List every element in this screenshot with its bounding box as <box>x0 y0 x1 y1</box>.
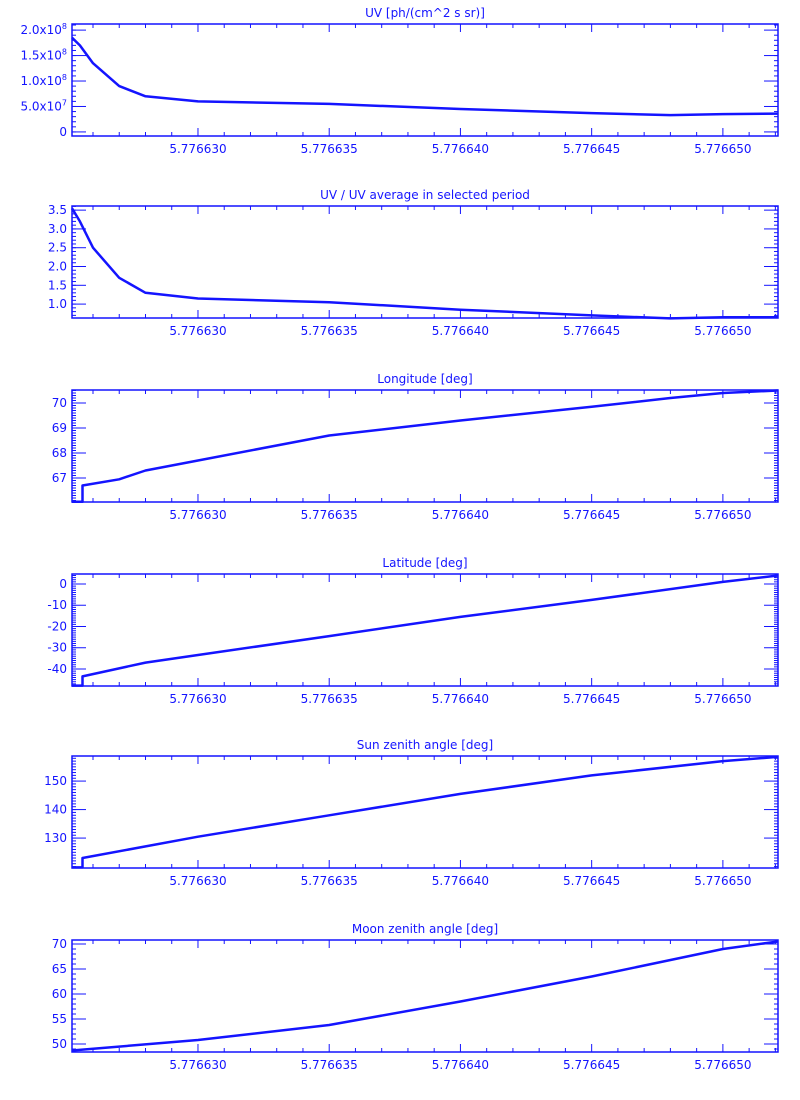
series-line <box>71 940 779 1052</box>
x-tick-label: 5.776650 <box>694 874 751 888</box>
panel-6: Moon zenith angle [deg] 5.776630 5.776635 5… <box>52 922 779 1072</box>
y-tick-label: 2.0 <box>48 260 67 274</box>
x-tick-label: 5.776640 <box>432 692 489 706</box>
y-tick-label: 1.0 <box>48 297 67 311</box>
y-tick-label: 60 <box>52 987 67 1001</box>
y-tick-label: 68 <box>52 446 67 460</box>
y-tick-label: -20 <box>47 619 67 633</box>
x-tick-label: 5.776640 <box>432 874 489 888</box>
x-tick-label: 5.776635 <box>301 692 358 706</box>
y-tick-label: 50 <box>52 1037 67 1051</box>
y-tick-label: 2.5 <box>48 241 67 255</box>
y-tick-exponent: 8 <box>62 48 67 57</box>
panel-title: Latitude [deg] <box>382 556 467 570</box>
x-tick-label: 5.776650 <box>694 142 751 156</box>
y-tick-label: 65 <box>52 962 67 976</box>
y-tick-label: 55 <box>52 1012 67 1026</box>
panel-title: UV [ph/(cm^2 s sr)] <box>365 6 485 20</box>
y-tick-label: 1.5 <box>48 278 67 292</box>
x-tick-label: 5.776635 <box>301 324 358 338</box>
plot-frame <box>71 573 779 687</box>
x-tick-label: 5.776630 <box>169 874 226 888</box>
y-tick-label: 0 <box>59 577 67 591</box>
x-tick-label: 5.776650 <box>694 508 751 522</box>
panel-title: Longitude [deg] <box>377 372 472 386</box>
x-tick-label: 5.776630 <box>169 508 226 522</box>
x-tick-label: 5.776645 <box>563 142 620 156</box>
y-tick-label: 3.5 <box>48 203 67 217</box>
y-tick-label: 2.0x108 <box>20 22 67 37</box>
x-tick-label: 5.776630 <box>169 142 226 156</box>
x-tick-label: 5.776645 <box>563 508 620 522</box>
x-tick-label: 5.776650 <box>694 324 751 338</box>
x-tick-label: 5.776635 <box>301 142 358 156</box>
series-line <box>72 755 779 869</box>
panel-title: Moon zenith angle [deg] <box>352 922 498 936</box>
plot-frame <box>71 205 779 319</box>
series-line <box>72 389 779 504</box>
x-tick-label: 5.776640 <box>432 1058 489 1072</box>
x-tick-label: 5.776635 <box>301 874 358 888</box>
x-tick-label: 5.776650 <box>694 692 751 706</box>
y-tick-label: 69 <box>52 421 67 435</box>
panel-title: UV / UV average in selected period <box>320 188 530 202</box>
panel-5: Sun zenith angle [deg] 5.776630 5.776635 5.… <box>44 738 779 888</box>
y-tick-label: 5.0x107 <box>20 98 67 113</box>
x-tick-label: 5.776645 <box>563 1058 620 1072</box>
panel-4: Latitude [deg] 5.776630 5.776635 5.776640 5.… <box>47 556 779 706</box>
y-tick-label: 70 <box>52 937 67 951</box>
series-line <box>70 207 778 320</box>
panel-3: Longitude [deg] 5.776630 5.776635 5.776640 5… <box>52 372 779 522</box>
x-tick-label: 5.776645 <box>563 324 620 338</box>
panel-title: Sun zenith angle [deg] <box>357 738 493 752</box>
x-tick-label: 5.776630 <box>169 1058 226 1072</box>
y-tick-exponent: 7 <box>62 98 67 107</box>
y-tick-label: 150 <box>44 774 67 788</box>
y-tick-label: 130 <box>44 831 67 845</box>
x-tick-label: 5.776650 <box>694 1058 751 1072</box>
y-tick-label: 1.5x108 <box>20 48 67 63</box>
y-tick-label: -10 <box>47 598 67 612</box>
x-tick-label: 5.776635 <box>301 1058 358 1072</box>
plot-frame <box>71 939 779 1053</box>
y-tick-label: 1.0x108 <box>20 73 67 88</box>
y-tick-label: 140 <box>44 803 67 817</box>
panel-1: UV [ph/(cm^2 s sr)] 5.776630 5.776635 5.776… <box>20 6 779 156</box>
y-tick-label: -40 <box>47 662 67 676</box>
y-tick-label: -30 <box>47 641 67 655</box>
x-tick-label: 5.776635 <box>301 508 358 522</box>
x-tick-label: 5.776645 <box>563 692 620 706</box>
series-line <box>71 36 779 117</box>
y-tick-label: 70 <box>52 396 67 410</box>
x-tick-label: 5.776630 <box>169 692 226 706</box>
y-tick-label: 0 <box>59 125 67 139</box>
series-line <box>72 574 779 687</box>
y-tick-exponent: 8 <box>62 22 67 31</box>
x-tick-label: 5.776630 <box>169 324 226 338</box>
plot-frame <box>71 755 779 869</box>
panel-2: UV / UV average in selected period 5.7766… <box>48 188 779 338</box>
x-tick-label: 5.776640 <box>432 508 489 522</box>
y-tick-exponent: 8 <box>62 73 67 82</box>
plot-frame <box>71 389 779 503</box>
x-tick-label: 5.776640 <box>432 324 489 338</box>
y-tick-label: 67 <box>52 471 67 485</box>
x-tick-label: 5.776645 <box>563 874 620 888</box>
x-tick-label: 5.776640 <box>432 142 489 156</box>
plot-frame <box>71 23 779 137</box>
y-tick-label: 3.0 <box>48 222 67 236</box>
